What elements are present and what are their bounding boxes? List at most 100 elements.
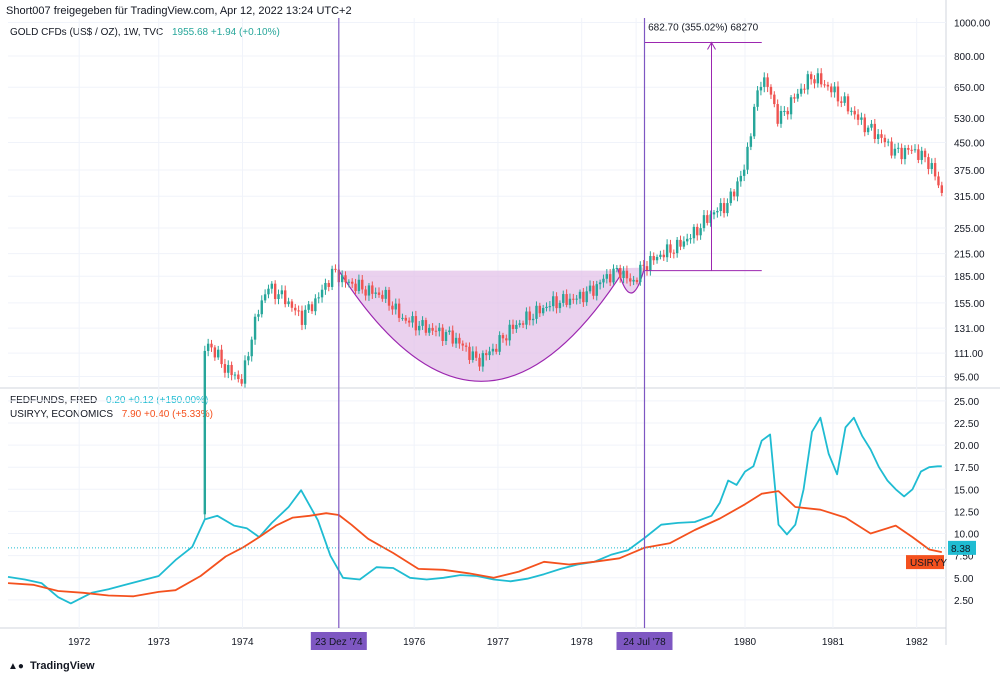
- gold-legend-title: GOLD CFDs (US$ / OZ), 1W, TVC: [10, 27, 164, 38]
- x-tick-label: 1982: [906, 637, 929, 648]
- gold-candle-body: [907, 148, 910, 150]
- gold-candle-body: [568, 298, 572, 305]
- gold-y-tick-label: 1000.00: [954, 18, 991, 29]
- gold-candle-body: [434, 330, 438, 332]
- gold-y-tick-label: 375.00: [954, 166, 985, 177]
- x-tick-label: 1976: [403, 637, 426, 648]
- gold-candle-body: [696, 226, 699, 236]
- gold-candle-body: [481, 353, 485, 367]
- usiryy-badge: [906, 555, 944, 570]
- gold-candle-body: [850, 110, 853, 112]
- gold-candle-body: [866, 127, 870, 133]
- gold-candle-body: [307, 304, 310, 310]
- gold-candle-body: [284, 290, 287, 305]
- gold-candle-body: [883, 137, 887, 143]
- gold-candle-body: [340, 275, 344, 283]
- gold-candle-body: [555, 296, 558, 309]
- gold-candle-body: [836, 86, 840, 102]
- gold-candle-body: [917, 149, 920, 160]
- gold-candle-body: [873, 123, 877, 140]
- rates-y-tick-label: 12.50: [954, 507, 979, 518]
- gold-candle-body: [923, 150, 927, 158]
- gold-candle-body: [565, 294, 568, 305]
- gold-candle-body: [729, 191, 732, 204]
- gold-candle-body: [381, 294, 384, 299]
- gold-candle-body: [702, 215, 706, 229]
- gold-candle-body: [257, 314, 260, 317]
- gold-candle-body: [933, 163, 937, 177]
- rates-y-tick-label: 15.00: [954, 485, 979, 496]
- gold-candle-body: [672, 252, 676, 254]
- gold-candle-body: [575, 298, 578, 300]
- gold-candle-body: [940, 185, 944, 193]
- gold-candle-body: [625, 270, 629, 279]
- gold-candle-body: [816, 73, 820, 84]
- gold-candle-body: [441, 327, 444, 341]
- gold-candle-body: [210, 343, 213, 348]
- gold-candle-body: [749, 136, 753, 147]
- gold-candle-body: [267, 288, 270, 295]
- gold-candle-body: [404, 317, 408, 321]
- gold-candle-body: [598, 282, 602, 285]
- gold-candle-body: [407, 320, 411, 323]
- gold-candle-body: [401, 317, 404, 319]
- gold-candle-body: [900, 147, 903, 160]
- gold-candle-body: [692, 226, 696, 239]
- gold-candle-body: [253, 316, 257, 340]
- gold-legend[interactable]: GOLD CFDs (US$ / OZ), 1W, TVC 1955.68 +1…: [10, 27, 280, 38]
- gold-y-tick-label: 215.00: [954, 250, 985, 261]
- gold-candle-body: [595, 284, 598, 296]
- gold-candle-body: [297, 310, 300, 312]
- gold-candle-body: [277, 294, 280, 300]
- x-tick-label: 1980: [734, 637, 757, 648]
- fedfunds-price-badge: [948, 540, 976, 555]
- gold-candle-body: [414, 316, 418, 331]
- date-label-text: 24 Jul '78: [623, 637, 666, 648]
- date-label-box: [616, 632, 673, 650]
- gold-candle-body: [552, 296, 555, 307]
- gold-candle-body: [314, 298, 317, 312]
- gold-candle-body: [387, 289, 391, 306]
- gold-candle-body: [786, 110, 789, 115]
- gold-candle-body: [438, 327, 441, 332]
- gold-candle-body: [474, 351, 478, 358]
- gold-candle-body: [679, 239, 682, 247]
- gold-candle-body: [776, 104, 779, 124]
- gold-candle-body: [237, 374, 240, 380]
- gold-candle-body: [461, 343, 464, 346]
- gold-candle-body: [464, 345, 468, 347]
- gold-y-tick-label: 450.00: [954, 139, 985, 150]
- gold-candle-body: [230, 364, 233, 376]
- gold-candle-body: [655, 256, 659, 261]
- gold-candle-body: [367, 285, 371, 296]
- gold-candle-body: [491, 348, 495, 352]
- fedfunds-price-badge-text: 8.38: [951, 544, 971, 555]
- gold-candle-body: [357, 279, 361, 292]
- gold-candle-body: [270, 283, 274, 289]
- gold-candle-body: [706, 215, 709, 223]
- tradingview-wordmark: TradingView: [30, 660, 95, 672]
- gold-candle-body: [377, 292, 381, 295]
- gold-candle-body: [809, 74, 813, 80]
- gold-candle-body: [528, 311, 531, 321]
- gold-candle-body: [639, 264, 642, 283]
- gold-candle-body: [649, 255, 652, 271]
- tradingview-logo-icon: ▲●: [8, 661, 24, 672]
- gold-candle-body: [783, 110, 786, 112]
- gold-y-tick-label: 650.00: [954, 83, 985, 94]
- gold-candle-body: [870, 123, 873, 128]
- usi-legend[interactable]: USIRYY, ECONOMICS 7.90 +0.40 (+5.33%): [10, 409, 213, 420]
- gold-y-tick-label: 185.00: [954, 272, 985, 283]
- gold-legend-last: 1955.68: [171, 27, 209, 38]
- gold-candle-body: [619, 267, 622, 278]
- gold-candle-body: [840, 101, 843, 103]
- gold-candle-body: [233, 374, 237, 376]
- rates-y-tick-label: 2.50: [954, 596, 974, 607]
- gold-candle-body: [518, 323, 521, 325]
- gold-candle-body: [344, 275, 347, 283]
- gold-candle-body: [227, 364, 230, 373]
- gold-candle-body: [501, 335, 505, 339]
- gold-candle-body: [742, 169, 746, 176]
- gold-candle-body: [927, 157, 930, 169]
